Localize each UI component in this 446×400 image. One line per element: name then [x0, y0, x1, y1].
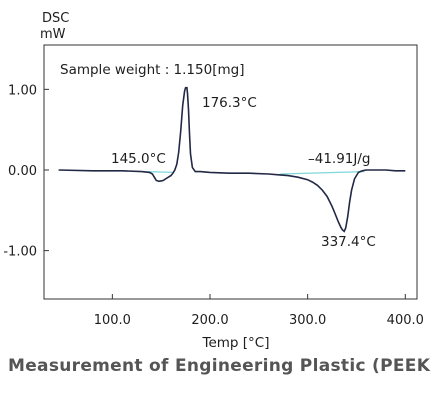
y-axis-unit: mW [40, 27, 66, 42]
y-tick-label: -1.00 [3, 245, 37, 260]
y-axis-title: DSC [42, 11, 69, 26]
sample-weight-label: Sample weight : 1.150[mg] [60, 62, 244, 78]
integration-baseline-1 [147, 170, 173, 174]
x-tick-label: 200.0 [191, 313, 228, 328]
baselines [147, 170, 365, 175]
x-tick-label: 300.0 [289, 313, 326, 328]
axis-ticks: 100.0 200.0 300.0 400.0 1.00 0.00 -1.00 [3, 83, 424, 328]
peak-label-176: 176.3°C [202, 95, 257, 111]
dsc-curve [58, 86, 406, 233]
x-tick-label: 100.0 [94, 313, 131, 328]
peak-label-337: 337.4°C [321, 234, 376, 250]
x-tick-label: 400.0 [387, 313, 424, 328]
integration-baseline-2 [280, 170, 365, 175]
onset-label-145: 145.0°C [111, 151, 166, 167]
y-tick-label: 0.00 [8, 164, 37, 179]
figure-caption: Measurement of Engineering Plastic (PEEK [8, 356, 431, 376]
plot-frame [43, 44, 418, 300]
y-tick-label: 1.00 [8, 83, 37, 98]
enthalpy-label: –41.91J/g [308, 151, 371, 167]
x-axis-title: Temp [°C] [202, 335, 270, 351]
